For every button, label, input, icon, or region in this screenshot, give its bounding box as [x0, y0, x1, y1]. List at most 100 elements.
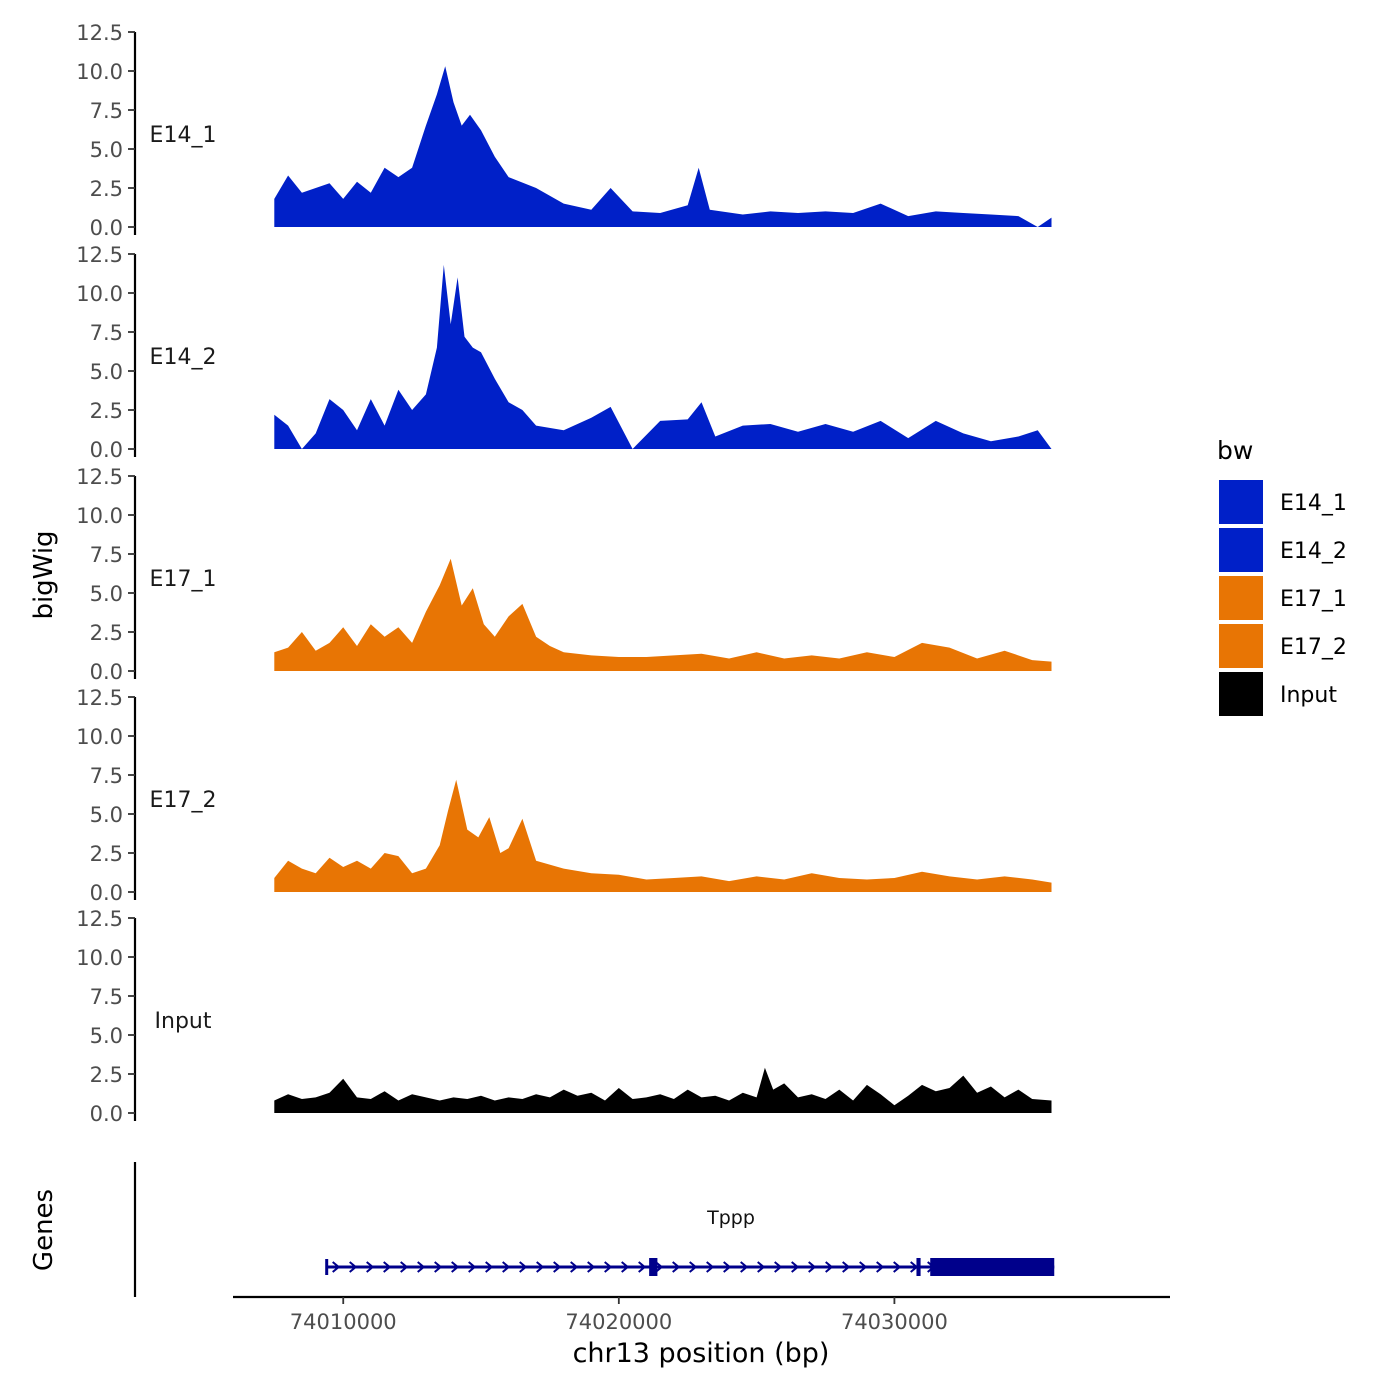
legend-label: E14_2	[1280, 539, 1347, 564]
genes-track-label: Genes	[29, 1189, 59, 1271]
y-tick-label: 10.0	[76, 725, 123, 749]
strand-arrow	[400, 1261, 409, 1273]
x-axis: 74010000 74020000 74030000 chr13 position …	[233, 1295, 1170, 1369]
legend-label: E14_1	[1280, 491, 1347, 516]
track-label: E17_2	[150, 788, 217, 813]
legend-items: E14_1 E14_2 E17_1 E17_2 Input	[1219, 480, 1347, 716]
y-tick-label: 10.0	[76, 946, 123, 970]
y-tick-label: 5.0	[90, 582, 123, 606]
y-tick-label: 7.5	[90, 321, 123, 345]
legend: bw E14_1 E14_2 E17_1 E17_2 Input	[1217, 436, 1347, 716]
y-tick-label: 0.0	[90, 216, 123, 240]
strand-arrow	[825, 1261, 834, 1273]
y-tick-label: 12.5	[76, 243, 123, 267]
y-tick-label: 7.5	[90, 764, 123, 788]
track-panel-e17_1: 0.0 2.5 5.0 7.5 10.0 12.5 E17_1	[76, 465, 1052, 684]
strand-arrow	[383, 1261, 392, 1273]
legend-label: Input	[1280, 683, 1337, 708]
strand-arrow	[451, 1261, 460, 1273]
strand-arrow	[417, 1261, 426, 1273]
legend-swatch	[1219, 480, 1263, 524]
legend-swatch	[1219, 672, 1263, 716]
y-tick-label: 12.5	[76, 465, 123, 489]
gene-exon	[649, 1258, 658, 1276]
y-tick-label: 5.0	[90, 803, 123, 827]
gene-exon	[930, 1258, 1055, 1276]
signal-area-e17_1	[274, 558, 1052, 671]
strand-arrow	[485, 1261, 494, 1273]
y-tick-label: 12.5	[76, 686, 123, 710]
strand-arrow	[689, 1261, 698, 1273]
strand-arrow	[808, 1261, 817, 1273]
y-tick-label: 2.5	[90, 399, 123, 423]
track-panel-e17_2: 0.0 2.5 5.0 7.5 10.0 12.5 E17_2	[76, 686, 1052, 905]
legend-swatch	[1219, 576, 1263, 620]
y-tick-label: 12.5	[76, 21, 123, 45]
y-tick-label: 7.5	[90, 543, 123, 567]
strand-arrow	[553, 1261, 562, 1273]
legend-title: bw	[1217, 436, 1253, 465]
strand-arrow	[587, 1261, 596, 1273]
x-axis-title: chr13 position (bp)	[573, 1338, 830, 1369]
y-tick-label: 7.5	[90, 99, 123, 123]
strand-arrow	[893, 1261, 902, 1273]
strand-arrow	[536, 1261, 545, 1273]
y-tick-label: 0.0	[90, 1102, 123, 1126]
strand-arrow	[502, 1261, 511, 1273]
strand-arrow	[757, 1261, 766, 1273]
x-tick-label: 74020000	[565, 1310, 672, 1334]
y-tick-label: 2.5	[90, 177, 123, 201]
x-tick-label: 74010000	[290, 1310, 397, 1334]
track-label: E17_1	[150, 567, 217, 592]
y-tick-label: 2.5	[90, 621, 123, 645]
gene-name-label: Tppp	[706, 1207, 755, 1229]
y-tick-label: 2.5	[90, 842, 123, 866]
legend-swatch	[1219, 624, 1263, 668]
y-tick-label: 10.0	[76, 282, 123, 306]
signal-area-e14_1	[274, 66, 1052, 227]
strand-arrow	[672, 1261, 681, 1273]
signal-area-e17_2	[274, 779, 1052, 892]
y-tick-label: 5.0	[90, 360, 123, 384]
legend-label: E17_2	[1280, 635, 1347, 660]
legend-label: E17_1	[1280, 587, 1347, 612]
strand-arrow	[706, 1261, 715, 1273]
y-tick-label: 2.5	[90, 1063, 123, 1087]
y-tick-label: 5.0	[90, 138, 123, 162]
track-panels: 0.0 2.5 5.0 7.5 10.0 12.5 E14_1 0.0 2.5 5.0 7.5 10.…	[76, 21, 1052, 1126]
strand-arrow	[519, 1261, 528, 1273]
track-panel-e14_2: 0.0 2.5 5.0 7.5 10.0 12.5 E14_2	[76, 243, 1052, 462]
strand-arrow	[723, 1261, 732, 1273]
strand-arrow	[655, 1261, 664, 1273]
strand-arrow	[349, 1261, 358, 1273]
y-tick-label: 5.0	[90, 1024, 123, 1048]
track-label: E14_2	[150, 345, 217, 370]
strand-arrow	[842, 1261, 851, 1273]
strand-arrow	[332, 1261, 341, 1273]
legend-swatch	[1219, 528, 1263, 572]
track-label: E14_1	[150, 123, 217, 148]
strand-arrow	[876, 1261, 885, 1273]
strand-arrow	[570, 1261, 579, 1273]
y-tick-label: 10.0	[76, 60, 123, 84]
gene-model	[325, 1258, 1055, 1276]
x-ticks: 74010000 74020000 74030000	[290, 1297, 948, 1334]
strand-arrow	[366, 1261, 375, 1273]
x-tick-label: 74030000	[841, 1310, 948, 1334]
signal-area-e14_2	[274, 264, 1052, 449]
strand-arrow	[774, 1261, 783, 1273]
y-axis-title: bigWig	[29, 530, 59, 619]
y-tick-label: 0.0	[90, 881, 123, 905]
gene-exon	[916, 1258, 921, 1276]
genes-track: Genes Tppp	[29, 1162, 1055, 1297]
track-panel-input: 0.0 2.5 5.0 7.5 10.0 12.5 Input	[76, 907, 1052, 1126]
y-tick-label: 7.5	[90, 985, 123, 1009]
strand-arrow	[638, 1261, 647, 1273]
y-tick-label: 10.0	[76, 504, 123, 528]
track-panel-e14_1: 0.0 2.5 5.0 7.5 10.0 12.5 E14_1	[76, 21, 1052, 240]
signal-area-input	[274, 1067, 1052, 1113]
strand-arrow	[859, 1261, 868, 1273]
y-tick-label: 0.0	[90, 438, 123, 462]
strand-arrow	[604, 1261, 613, 1273]
